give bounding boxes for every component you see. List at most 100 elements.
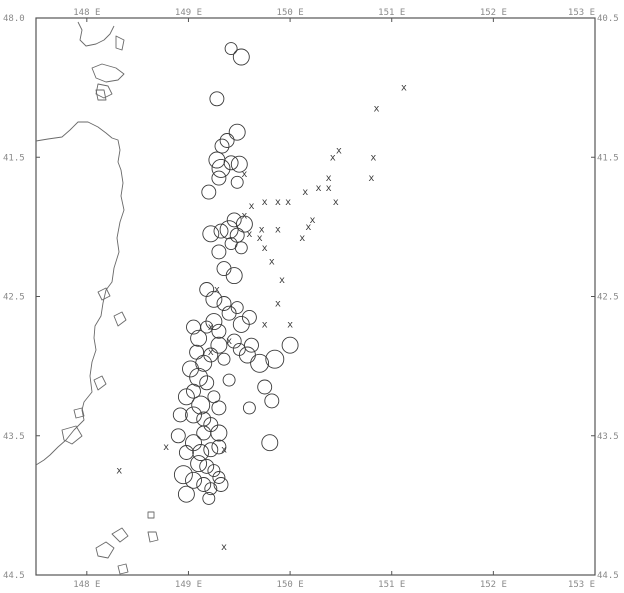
earthquake-circle-marker [190,455,208,473]
earthquake-circle-marker [185,471,202,489]
top-lon-label: 150 E [277,8,304,18]
earthquake-circle-marker [185,406,202,424]
earthquake-cross-marker: x [309,215,315,226]
earthquake-circle-marker [217,352,231,366]
earthquake-cross-marker: x [259,225,265,236]
earthquake-circle-marker [186,383,201,399]
right-lat-label: 41.5 [597,153,619,163]
earthquake-cross-marker: x [370,152,376,163]
left-lat-label: 44.5 [3,571,25,581]
earthquake-cross-marker: x [248,201,254,212]
earthquake-circle-marker [211,323,227,339]
earthquake-circle-marker [226,212,242,228]
top-lon-label: 149 E [175,8,202,18]
earthquake-circle-marker [213,223,229,239]
earthquake-circle-marker [191,395,211,415]
earthquake-circle-marker [209,91,225,107]
earthquake-circle-marker [257,379,273,395]
earthquake-circle-marker [228,123,246,141]
earthquake-circle-marker [178,445,194,460]
circle-events [170,42,299,505]
top-lon-label: 153 E [568,8,595,18]
earthquake-circle-marker [177,485,195,503]
earthquake-circle-marker [182,360,199,378]
earthquake-cross-marker: x [326,173,332,184]
bottom-lon-label: 149 E [175,580,202,590]
earthquake-circle-marker [281,336,299,354]
earthquake-cross-marker: x [262,319,268,330]
earthquake-cross-marker: x [305,222,311,233]
earthquake-circle-marker [199,375,215,391]
earthquake-cross-marker: x [241,169,247,180]
earthquake-cross-marker: x [246,229,252,240]
earthquake-cross-marker: x [373,104,379,115]
earthquake-cross-marker: x [241,211,247,222]
earthquake-circle-marker [201,184,217,200]
earthquake-cross-marker: x [275,299,281,310]
left-lat-label: 43.5 [3,432,25,442]
earthquake-cross-marker: x [221,542,227,553]
earthquake-circle-marker [205,290,223,308]
earthquake-cross-marker: x [163,442,169,453]
earthquake-circle-marker [242,401,256,415]
earthquake-cross-marker: x [401,83,407,94]
bottom-lon-label: 152 E [480,580,507,590]
right-lat-label: 42.5 [597,293,619,303]
earthquake-circle-marker [207,464,221,478]
earthquake-circle-marker [189,344,205,360]
earthquake-cross-marker: x [333,197,339,208]
earthquake-circle-marker [261,434,279,452]
earthquake-cross-marker: x [208,322,214,333]
bottom-longitude-labels: 148 E 149 E 150 E 151 E 152 E 153 E [73,571,596,590]
earthquake-circle-marker [199,282,215,297]
earthquake-cross-marker: x [336,145,342,156]
earthquake-circle-marker [172,407,188,423]
earthquake-cross-marker: x [315,183,321,194]
earthquake-circle-marker [230,175,244,189]
earthquake-circle-marker [196,425,212,441]
earthquake-cross-marker: x [275,225,281,236]
earthquake-circle-marker [202,491,216,505]
earthquake-circle-marker [241,309,257,325]
earthquake-circle-marker [229,227,245,243]
earthquake-cross-marker: x [368,173,374,184]
earthquake-cross-marker: x [214,285,220,296]
earthquake-circle-marker [224,42,238,56]
earthquake-circle-marker [186,319,201,335]
earthquake-circle-marker [226,333,242,349]
earthquake-circle-marker [192,444,210,461]
right-latitude-labels: 40.5 41.5 42.5 43.5 44.5 [591,14,619,581]
earthquake-circle-marker [244,337,259,353]
earthquake-cross-marker: x [326,183,332,194]
bottom-lon-label: 151 E [378,580,405,590]
earthquake-circle-marker [210,424,228,442]
earthquake-cross-marker: x [262,197,268,208]
earthquake-circle-marker [235,215,253,233]
earthquake-circle-marker [211,439,227,455]
earthquake-circle-marker [199,458,215,474]
earthquake-cross-marker: x [275,197,281,208]
earthquake-circle-marker [212,471,226,484]
earthquake-circle-marker [190,329,208,347]
earthquake-circle-marker [234,241,248,255]
earthquake-cross-marker: x [221,445,227,456]
earthquake-circle-marker [250,353,270,373]
earthquake-cross-marker: x [262,243,268,254]
left-lat-label: 41.5 [3,153,25,163]
earthquake-circle-marker [196,477,212,492]
earthquake-circle-marker [225,267,243,285]
earthquake-circle-marker [214,138,230,154]
earthquake-circle-marker [232,48,250,66]
earthquake-circle-marker [177,388,195,406]
earthquake-circle-marker [211,158,231,178]
earthquake-circle-marker [211,244,227,260]
earthquake-cross-marker: x [302,187,308,198]
earthquake-circle-marker [230,155,248,173]
top-longitude-labels: 148 E 149 E 150 E 151 E 152 E 153 E [73,8,596,22]
earthquake-circle-marker [204,482,218,496]
bottom-lon-label: 148 E [73,580,100,590]
right-lat-label: 40.5 [597,14,619,24]
earthquake-circle-marker [211,170,227,186]
earthquake-circle-marker [202,225,220,243]
